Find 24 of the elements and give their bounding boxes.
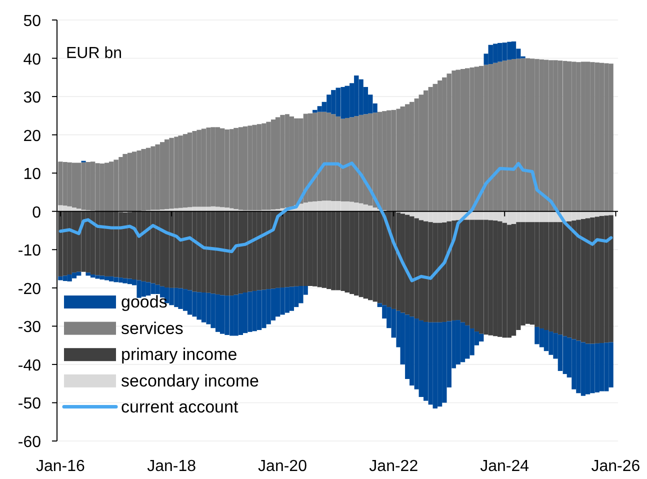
x-tick-label: Jan-22 xyxy=(369,458,418,475)
legend-label: secondary income xyxy=(121,371,259,390)
legend-label: goods xyxy=(121,292,168,312)
x-tick-label: Jan-26 xyxy=(591,458,640,475)
y-tick-label: -10 xyxy=(18,242,42,260)
y-tick-label: -60 xyxy=(18,434,42,451)
y-tick-label: 30 xyxy=(23,90,42,107)
y-tick-label: 40 xyxy=(23,51,42,68)
y-tick-label: 10 xyxy=(23,166,42,184)
y-tick-label: 20 xyxy=(23,128,42,145)
legend-label: primary income xyxy=(121,345,238,364)
y-tick-label: 0 xyxy=(32,204,42,222)
legend-label: services xyxy=(121,318,184,338)
x-tick-label: Jan-24 xyxy=(480,458,530,475)
x-tick-label: Jan-16 xyxy=(36,458,85,475)
y-tick-label: -40 xyxy=(18,357,42,374)
y-axis-title: EUR bn xyxy=(66,45,122,62)
legend-label: current account xyxy=(121,398,238,417)
x-tick-label: Jan-18 xyxy=(147,458,196,475)
x-tick-label: Jan-20 xyxy=(258,458,308,475)
y-tick-label: -20 xyxy=(18,280,42,298)
y-tick-label: -50 xyxy=(18,396,42,413)
y-tick-label: 50 xyxy=(23,13,42,30)
y-tick-label: -30 xyxy=(18,319,42,336)
